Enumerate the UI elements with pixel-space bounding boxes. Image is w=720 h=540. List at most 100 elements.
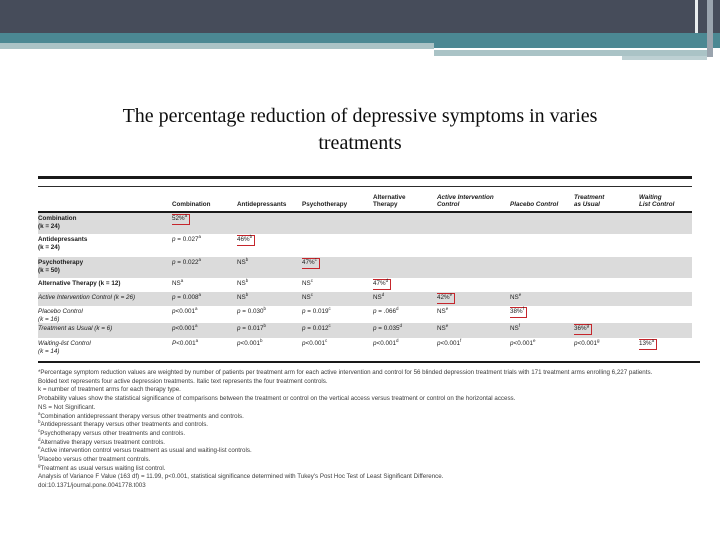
- data-cell: [510, 234, 574, 257]
- data-cell: p = 0.022a: [172, 257, 237, 278]
- table-bottom-rule: [38, 361, 700, 363]
- header-stripe-white: [695, 0, 698, 33]
- data-cell: [639, 323, 692, 338]
- footnote-line: *Percentage symptom reduction values are…: [38, 369, 653, 376]
- data-cell: NSf: [510, 323, 574, 338]
- data-cell: NSc: [302, 278, 313, 287]
- data-cell: p = 0.008a: [172, 292, 237, 306]
- highlight-box: 42%e: [437, 292, 456, 304]
- data-cell: 13%a: [639, 338, 692, 357]
- page-title: The percentage reduction of depressive s…: [0, 103, 720, 157]
- data-cell: p = 0.030b: [237, 306, 266, 315]
- table-top-rule-thick: [38, 176, 692, 179]
- highlight-box: 52%a: [172, 213, 191, 225]
- table-row: Antidepressants (k = 24) p = 0.027a 46%b: [38, 234, 692, 257]
- data-cell: 38%f: [510, 306, 574, 323]
- data-cell: p<0.001a: [172, 323, 237, 338]
- data-cell: NSe: [437, 323, 510, 338]
- data-cell: 42%e: [437, 292, 510, 306]
- data-cell: [373, 212, 437, 234]
- data-cell: NSe: [510, 292, 574, 306]
- data-cell: p<0.001e: [510, 338, 536, 347]
- data-cell: p = 0.027a: [172, 234, 201, 243]
- data-cell: NSb: [237, 292, 302, 306]
- data-cell: p<0.001g: [574, 338, 600, 347]
- footnote-line: Probability values show the statistical …: [38, 395, 516, 403]
- footnote-line: bAntidepressant therapy versus other tre…: [38, 419, 209, 429]
- data-cell: p = .066d: [373, 306, 399, 315]
- data-cell: [639, 212, 692, 234]
- row-label: Placebo Control (k = 16): [38, 308, 83, 323]
- table-top-rule-gap: [38, 179, 692, 186]
- column-header-antidepressants: Antidepressants: [237, 187, 302, 213]
- data-cell: NSe: [437, 306, 449, 315]
- row-label: Alternative Therapy (k = 12): [38, 280, 121, 287]
- data-cell: [510, 257, 574, 278]
- data-cell: NSb: [237, 278, 249, 287]
- page-title-line-1: The percentage reduction of depressive s…: [122, 105, 598, 127]
- column-header-waiting: Waiting List Control: [639, 187, 692, 213]
- data-cell: NSa: [172, 278, 184, 287]
- row-label: Combination (k = 24): [38, 212, 172, 234]
- data-cell: [437, 212, 510, 234]
- column-header-alternative: Alternative Therapy: [373, 187, 437, 213]
- data-cell: [510, 278, 574, 292]
- header-bar-dark: [0, 0, 720, 33]
- highlight-box: 36%g: [574, 323, 593, 335]
- table-header-row: Combination Antidepressants Psychotherapy A…: [38, 187, 692, 213]
- footnote-line: doi:10.1371/journal.pone.0041778.t003: [38, 482, 146, 490]
- highlight-box: 47%c: [302, 257, 320, 269]
- data-cell: [574, 212, 639, 234]
- data-cell: 52%a: [172, 212, 237, 234]
- comparison-matrix: Combination Antidepressants Psychotherapy A…: [38, 187, 692, 357]
- row-label: Antidepressants (k = 24): [38, 236, 88, 251]
- table-row: Psychotherapy (k = 50) p = 0.022a NSb 47%c: [38, 257, 692, 278]
- results-table: Combination Antidepressants Psychotherapy A…: [38, 176, 692, 357]
- footnote-line: Bolded text represents four active depre…: [38, 377, 328, 385]
- data-cell: [437, 257, 510, 278]
- data-cell: [574, 292, 639, 306]
- data-cell: p<0.001d: [373, 338, 399, 347]
- data-cell: 46%b: [237, 234, 302, 257]
- highlight-box: 47%d: [373, 278, 392, 290]
- table-row: Alternative Therapy (k = 12) NSa NSb NSc 47%…: [38, 278, 692, 292]
- data-cell: [437, 234, 510, 257]
- row-label: Active Intervention Control (k = 26): [38, 292, 172, 306]
- data-cell: P<0.001a: [172, 338, 199, 347]
- data-cell: [237, 212, 302, 234]
- table-row: Combination (k = 24) 52%a: [38, 212, 692, 234]
- footnote-line: aCombination antidepressant therapy vers…: [38, 410, 244, 420]
- data-cell: p<0.001a: [172, 306, 198, 315]
- column-header-combination: Combination: [172, 187, 237, 213]
- table-row: Waiting-list Control (k = 14) P<0.001a p<0…: [38, 338, 692, 357]
- header-bar-teal-right: [434, 43, 720, 48]
- header-bar-teal: [0, 33, 720, 43]
- data-cell: [302, 234, 373, 257]
- row-label: Psychotherapy (k = 50): [38, 257, 172, 278]
- data-cell: [639, 234, 692, 257]
- data-cell: [639, 278, 692, 292]
- data-cell: NSb: [237, 257, 302, 278]
- data-cell: [510, 212, 574, 234]
- footnote-line: fPlacebo versus other treatment controls…: [38, 453, 151, 464]
- highlight-box: 46%b: [237, 234, 256, 246]
- data-cell: 47%c: [302, 257, 373, 278]
- data-cell: [574, 306, 639, 323]
- row-label: Treatment as Usual (k = 6): [38, 323, 172, 338]
- column-header-psychotherapy: Psychotherapy: [302, 187, 373, 213]
- data-cell: [639, 306, 692, 323]
- row-label: Waiting-list Control (k = 14): [38, 340, 91, 355]
- table-row: Placebo Control (k = 16) p<0.001a p = 0.03…: [38, 306, 692, 323]
- table-top-rule-thin: [38, 186, 692, 187]
- footnote-line: gTreatment as usual versus waiting list …: [38, 462, 166, 472]
- data-cell: [437, 278, 510, 292]
- data-cell: p = 0.019c: [302, 306, 331, 315]
- column-header-treatment: Treatment as Usual: [574, 187, 639, 213]
- column-header-placebo: Placebo Control: [510, 187, 574, 213]
- data-cell: [639, 257, 692, 278]
- highlight-box: 38%f: [510, 306, 527, 318]
- header-stripe-gray: [707, 0, 713, 57]
- header-bar-sage-step: [622, 56, 707, 60]
- table-footnotes: *Percentage symptom reduction values are…: [38, 369, 706, 491]
- header-bar-sage-left: [0, 43, 434, 49]
